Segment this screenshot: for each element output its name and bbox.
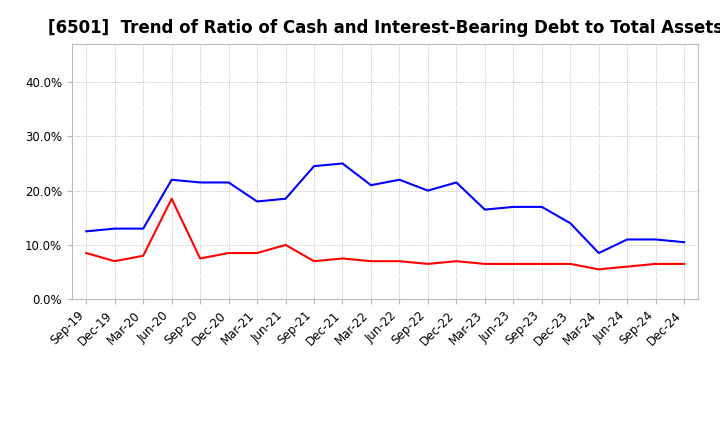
Cash xyxy=(82,250,91,256)
Interest-Bearing Debt xyxy=(395,177,404,183)
Cash xyxy=(423,261,432,267)
Interest-Bearing Debt xyxy=(366,183,375,188)
Cash xyxy=(253,250,261,256)
Cash xyxy=(366,259,375,264)
Cash xyxy=(566,261,575,267)
Interest-Bearing Debt xyxy=(82,229,91,234)
Title: [6501]  Trend of Ratio of Cash and Interest-Bearing Debt to Total Assets: [6501] Trend of Ratio of Cash and Intere… xyxy=(48,19,720,37)
Interest-Bearing Debt xyxy=(652,237,660,242)
Cash xyxy=(139,253,148,258)
Cash xyxy=(167,196,176,202)
Line: Interest-Bearing Debt: Interest-Bearing Debt xyxy=(86,163,684,253)
Interest-Bearing Debt xyxy=(423,188,432,193)
Cash xyxy=(680,261,688,267)
Cash xyxy=(310,259,318,264)
Interest-Bearing Debt xyxy=(566,220,575,226)
Cash xyxy=(480,261,489,267)
Legend: Cash, Interest-Bearing Debt: Cash, Interest-Bearing Debt xyxy=(231,439,539,440)
Interest-Bearing Debt xyxy=(509,204,518,209)
Interest-Bearing Debt xyxy=(196,180,204,185)
Interest-Bearing Debt xyxy=(480,207,489,212)
Cash xyxy=(623,264,631,269)
Cash xyxy=(196,256,204,261)
Interest-Bearing Debt xyxy=(537,204,546,209)
Interest-Bearing Debt xyxy=(595,250,603,256)
Interest-Bearing Debt xyxy=(167,177,176,183)
Cash xyxy=(595,267,603,272)
Interest-Bearing Debt xyxy=(338,161,347,166)
Cash xyxy=(282,242,290,248)
Cash xyxy=(110,259,119,264)
Cash xyxy=(225,250,233,256)
Interest-Bearing Debt xyxy=(282,196,290,202)
Interest-Bearing Debt xyxy=(452,180,461,185)
Cash xyxy=(537,261,546,267)
Interest-Bearing Debt xyxy=(139,226,148,231)
Interest-Bearing Debt xyxy=(110,226,119,231)
Cash xyxy=(395,259,404,264)
Interest-Bearing Debt xyxy=(310,164,318,169)
Interest-Bearing Debt xyxy=(225,180,233,185)
Cash xyxy=(452,259,461,264)
Interest-Bearing Debt xyxy=(623,237,631,242)
Cash xyxy=(509,261,518,267)
Interest-Bearing Debt xyxy=(680,239,688,245)
Cash xyxy=(338,256,347,261)
Interest-Bearing Debt xyxy=(253,199,261,204)
Cash xyxy=(652,261,660,267)
Line: Cash: Cash xyxy=(86,199,684,269)
